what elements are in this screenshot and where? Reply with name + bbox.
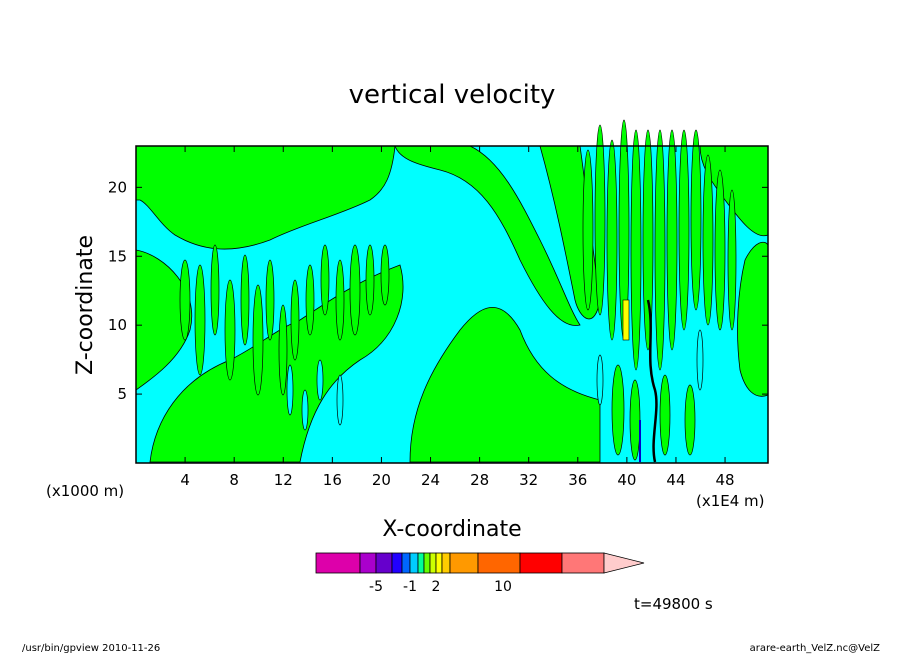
negative-stripe — [696, 329, 704, 391]
positive-stripe — [224, 279, 236, 381]
positive-stripe — [678, 129, 690, 331]
positive-stripe — [335, 259, 345, 341]
positive-stripe — [210, 244, 220, 336]
negative-stripe — [301, 389, 309, 431]
positive-stripe — [684, 384, 696, 456]
contour-lines — [639, 299, 658, 463]
positive-stripe — [265, 259, 275, 341]
colorbar-segment — [401, 552, 411, 574]
colorbar-segment — [423, 552, 431, 574]
x-tick-label: 4 — [180, 471, 190, 489]
positive-stripe — [194, 264, 206, 376]
colorbar-arrow — [603, 552, 645, 574]
x-tick-label: 36 — [568, 471, 587, 489]
colorbar-segment — [409, 552, 419, 574]
positive-stripe — [179, 259, 191, 341]
positive-region — [409, 307, 601, 463]
positive-stripe — [252, 284, 264, 396]
colorbar — [315, 552, 645, 574]
positive-stripe — [611, 364, 625, 456]
positive-stripe — [320, 244, 330, 316]
positive-region — [135, 145, 396, 250]
colorbar-label: -5 — [369, 579, 383, 595]
positive-stripe — [654, 129, 666, 371]
x-tick-label: 12 — [274, 471, 293, 489]
colorbar-segment — [519, 552, 563, 574]
colorbar-label: 2 — [432, 579, 441, 595]
colorbar-segment — [477, 552, 521, 574]
negative-stripe — [596, 354, 604, 406]
positive-stripe — [582, 149, 594, 311]
colorbar-segment — [561, 552, 605, 574]
positive-stripe — [629, 379, 641, 461]
x-axis-unit-right: (x1E4 m) — [696, 492, 765, 510]
positive-stripe — [305, 264, 315, 336]
colorbar-segment — [435, 552, 443, 574]
x-axis-ticks: 4 8 12 16 20 24 28 32 36 40 44 48 — [180, 146, 735, 489]
footer-right: arare-earth_VelZ.nc@VelZ — [750, 643, 881, 654]
footer-left: /usr/bin/gpview 2010-11-26 — [22, 643, 160, 654]
positive-stripe — [290, 279, 300, 361]
positive-stripe — [702, 154, 714, 326]
positive-region — [394, 145, 581, 326]
positive-stripe — [727, 189, 737, 331]
positive-stripe — [606, 139, 618, 341]
time-label: t=49800 s — [634, 595, 713, 613]
positive-stripe — [659, 374, 671, 456]
x-tick-label: 44 — [666, 471, 685, 489]
chart-title: vertical velocity — [349, 80, 556, 110]
positive-stripe — [365, 244, 375, 316]
negative-stripe — [286, 364, 294, 416]
negative-stripe — [336, 374, 344, 426]
colorbar-segment — [391, 552, 403, 574]
x-axis-unit-left: (x1000 m) — [46, 482, 124, 500]
x-tick-label: 40 — [617, 471, 636, 489]
colorbar-segment — [359, 552, 377, 574]
positive-stripe — [349, 244, 361, 336]
positive-stripe — [642, 129, 654, 351]
colorbar-segment — [449, 552, 479, 574]
y-tick-label: 5 — [117, 385, 127, 403]
x-tick-label: 28 — [470, 471, 489, 489]
y-axis-label: Z-coordinate — [73, 235, 98, 375]
positive-stripe — [240, 254, 250, 346]
dense-contours — [646, 299, 658, 463]
x-tick-label: 48 — [716, 471, 735, 489]
y-tick-label: 15 — [108, 247, 127, 265]
positive-stripe — [690, 129, 702, 311]
negative-stripe — [316, 359, 324, 401]
y-axis-ticks: 5 10 15 20 — [108, 178, 768, 403]
x-tick-label: 20 — [372, 471, 391, 489]
positive-region — [135, 249, 193, 391]
strong-updraft — [622, 299, 630, 341]
colorbar-label: 10 — [494, 579, 512, 595]
plot-frame — [135, 145, 769, 464]
x-tick-label: 16 — [323, 471, 342, 489]
colorbar-label: -1 — [403, 579, 417, 595]
colorbar-segment — [375, 552, 393, 574]
positive-stripe — [666, 129, 678, 351]
colorbar-labels: -5 -1 2 10 — [369, 579, 512, 595]
x-axis-label: X-coordinate — [382, 517, 521, 542]
y-tick-label: 20 — [108, 178, 127, 196]
positive-stripe — [714, 169, 726, 331]
colorbar-segment — [441, 552, 451, 574]
positive-stripe — [594, 124, 606, 316]
x-tick-label: 32 — [519, 471, 538, 489]
positive-stripe — [380, 244, 390, 306]
colorbar-segment — [315, 552, 361, 574]
x-tick-label: 24 — [421, 471, 440, 489]
x-tick-label: 8 — [229, 471, 239, 489]
positive-stripe — [278, 304, 288, 396]
colorbar-segment — [429, 552, 437, 574]
colorbar-segment — [417, 552, 425, 574]
positive-region — [737, 241, 769, 397]
positive-region — [699, 145, 769, 237]
y-tick-label: 10 — [108, 316, 127, 334]
positive-stripe — [630, 129, 642, 371]
contour-fills — [135, 119, 769, 463]
